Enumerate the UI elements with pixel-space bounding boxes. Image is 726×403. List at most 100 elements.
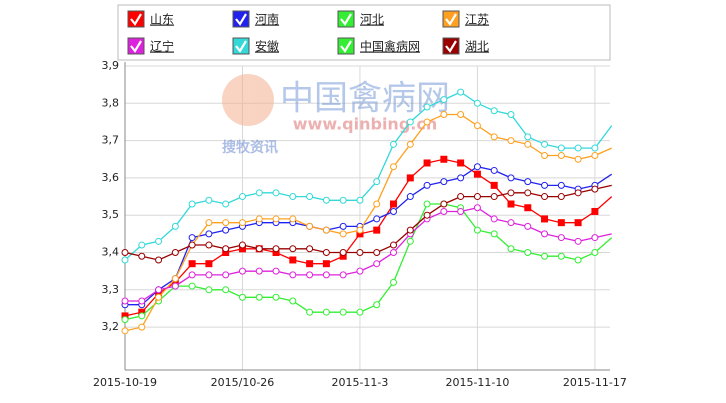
point xyxy=(541,181,549,189)
point xyxy=(272,249,280,257)
legend-checkbox[interactable] xyxy=(442,37,460,55)
legend-checkbox[interactable] xyxy=(232,37,250,55)
point xyxy=(155,293,163,301)
point xyxy=(457,159,465,167)
legend-label[interactable]: 山东 xyxy=(150,13,174,27)
point xyxy=(490,166,498,174)
point xyxy=(457,110,465,118)
legend-label[interactable]: 河北 xyxy=(360,13,384,27)
point xyxy=(121,316,129,324)
point xyxy=(339,252,347,260)
legend-checkbox[interactable] xyxy=(127,37,145,55)
point xyxy=(373,301,381,309)
point xyxy=(440,110,448,118)
legend-checkbox[interactable] xyxy=(337,37,355,55)
legend-checkbox[interactable] xyxy=(337,10,355,28)
point xyxy=(507,245,515,253)
point xyxy=(423,118,431,126)
series-line xyxy=(124,203,613,321)
legend-check xyxy=(340,13,352,26)
point xyxy=(289,256,297,264)
y-tick-label: 3,7 xyxy=(102,134,120,147)
point xyxy=(255,293,263,301)
point xyxy=(171,249,179,257)
point xyxy=(390,278,398,286)
point xyxy=(322,249,330,257)
legend-check xyxy=(130,40,142,53)
point xyxy=(591,234,599,242)
point xyxy=(322,271,330,279)
point xyxy=(255,267,263,275)
legend-box xyxy=(117,4,611,61)
logo xyxy=(222,74,274,126)
legend-check xyxy=(235,13,247,26)
point xyxy=(322,226,330,234)
point xyxy=(222,286,230,294)
legend-label[interactable]: 安徽 xyxy=(255,39,279,54)
point xyxy=(138,252,146,260)
y-tick-label: 3,2 xyxy=(102,320,120,333)
point xyxy=(356,230,364,238)
point xyxy=(272,293,280,301)
point xyxy=(155,256,163,264)
point xyxy=(205,260,213,268)
legend-label[interactable]: 湖北 xyxy=(465,39,489,54)
point xyxy=(171,275,179,283)
point xyxy=(524,140,532,148)
point xyxy=(306,260,314,268)
point xyxy=(356,308,364,316)
legend-label[interactable]: 辽宁 xyxy=(150,39,174,54)
point xyxy=(373,215,381,223)
point xyxy=(490,107,498,115)
legend-check xyxy=(445,40,457,53)
point xyxy=(440,200,448,208)
point xyxy=(339,249,347,257)
point xyxy=(188,234,196,242)
legend-check xyxy=(130,13,142,26)
point xyxy=(238,241,246,249)
point xyxy=(155,286,163,294)
point xyxy=(406,226,414,234)
legend-check xyxy=(235,40,247,53)
watermark: 中国禽病网 www.qinbing.cn 搜牧资讯 xyxy=(222,74,450,156)
point xyxy=(339,196,347,204)
legend-checkbox[interactable] xyxy=(127,10,145,28)
point xyxy=(507,137,515,145)
point xyxy=(390,207,398,215)
point xyxy=(306,271,314,279)
point xyxy=(490,133,498,141)
legend-label[interactable]: 江苏 xyxy=(465,13,489,27)
legend-label[interactable]: 中国禽病网 xyxy=(360,39,420,54)
point xyxy=(205,241,213,249)
y-tick-label: 3,4 xyxy=(102,246,120,259)
point xyxy=(541,230,549,238)
point xyxy=(490,181,498,189)
point xyxy=(490,230,498,238)
point xyxy=(473,170,481,178)
point xyxy=(574,256,582,264)
point xyxy=(390,249,398,257)
point xyxy=(306,245,314,253)
legend-label[interactable]: 河南 xyxy=(255,12,279,27)
point xyxy=(121,249,129,257)
point xyxy=(423,103,431,111)
point xyxy=(155,237,163,245)
legend-checkbox[interactable] xyxy=(442,10,460,28)
point xyxy=(574,219,582,227)
point xyxy=(255,189,263,197)
point xyxy=(524,178,532,186)
point xyxy=(507,110,515,118)
point xyxy=(541,215,549,223)
legend-checkbox[interactable] xyxy=(232,10,250,28)
point xyxy=(373,260,381,268)
point xyxy=(306,193,314,201)
point xyxy=(272,189,280,197)
point xyxy=(440,207,448,215)
point xyxy=(373,178,381,186)
point xyxy=(121,256,129,264)
point xyxy=(473,226,481,234)
point xyxy=(457,88,465,96)
point xyxy=(373,200,381,208)
point xyxy=(541,252,549,260)
point xyxy=(507,174,515,182)
